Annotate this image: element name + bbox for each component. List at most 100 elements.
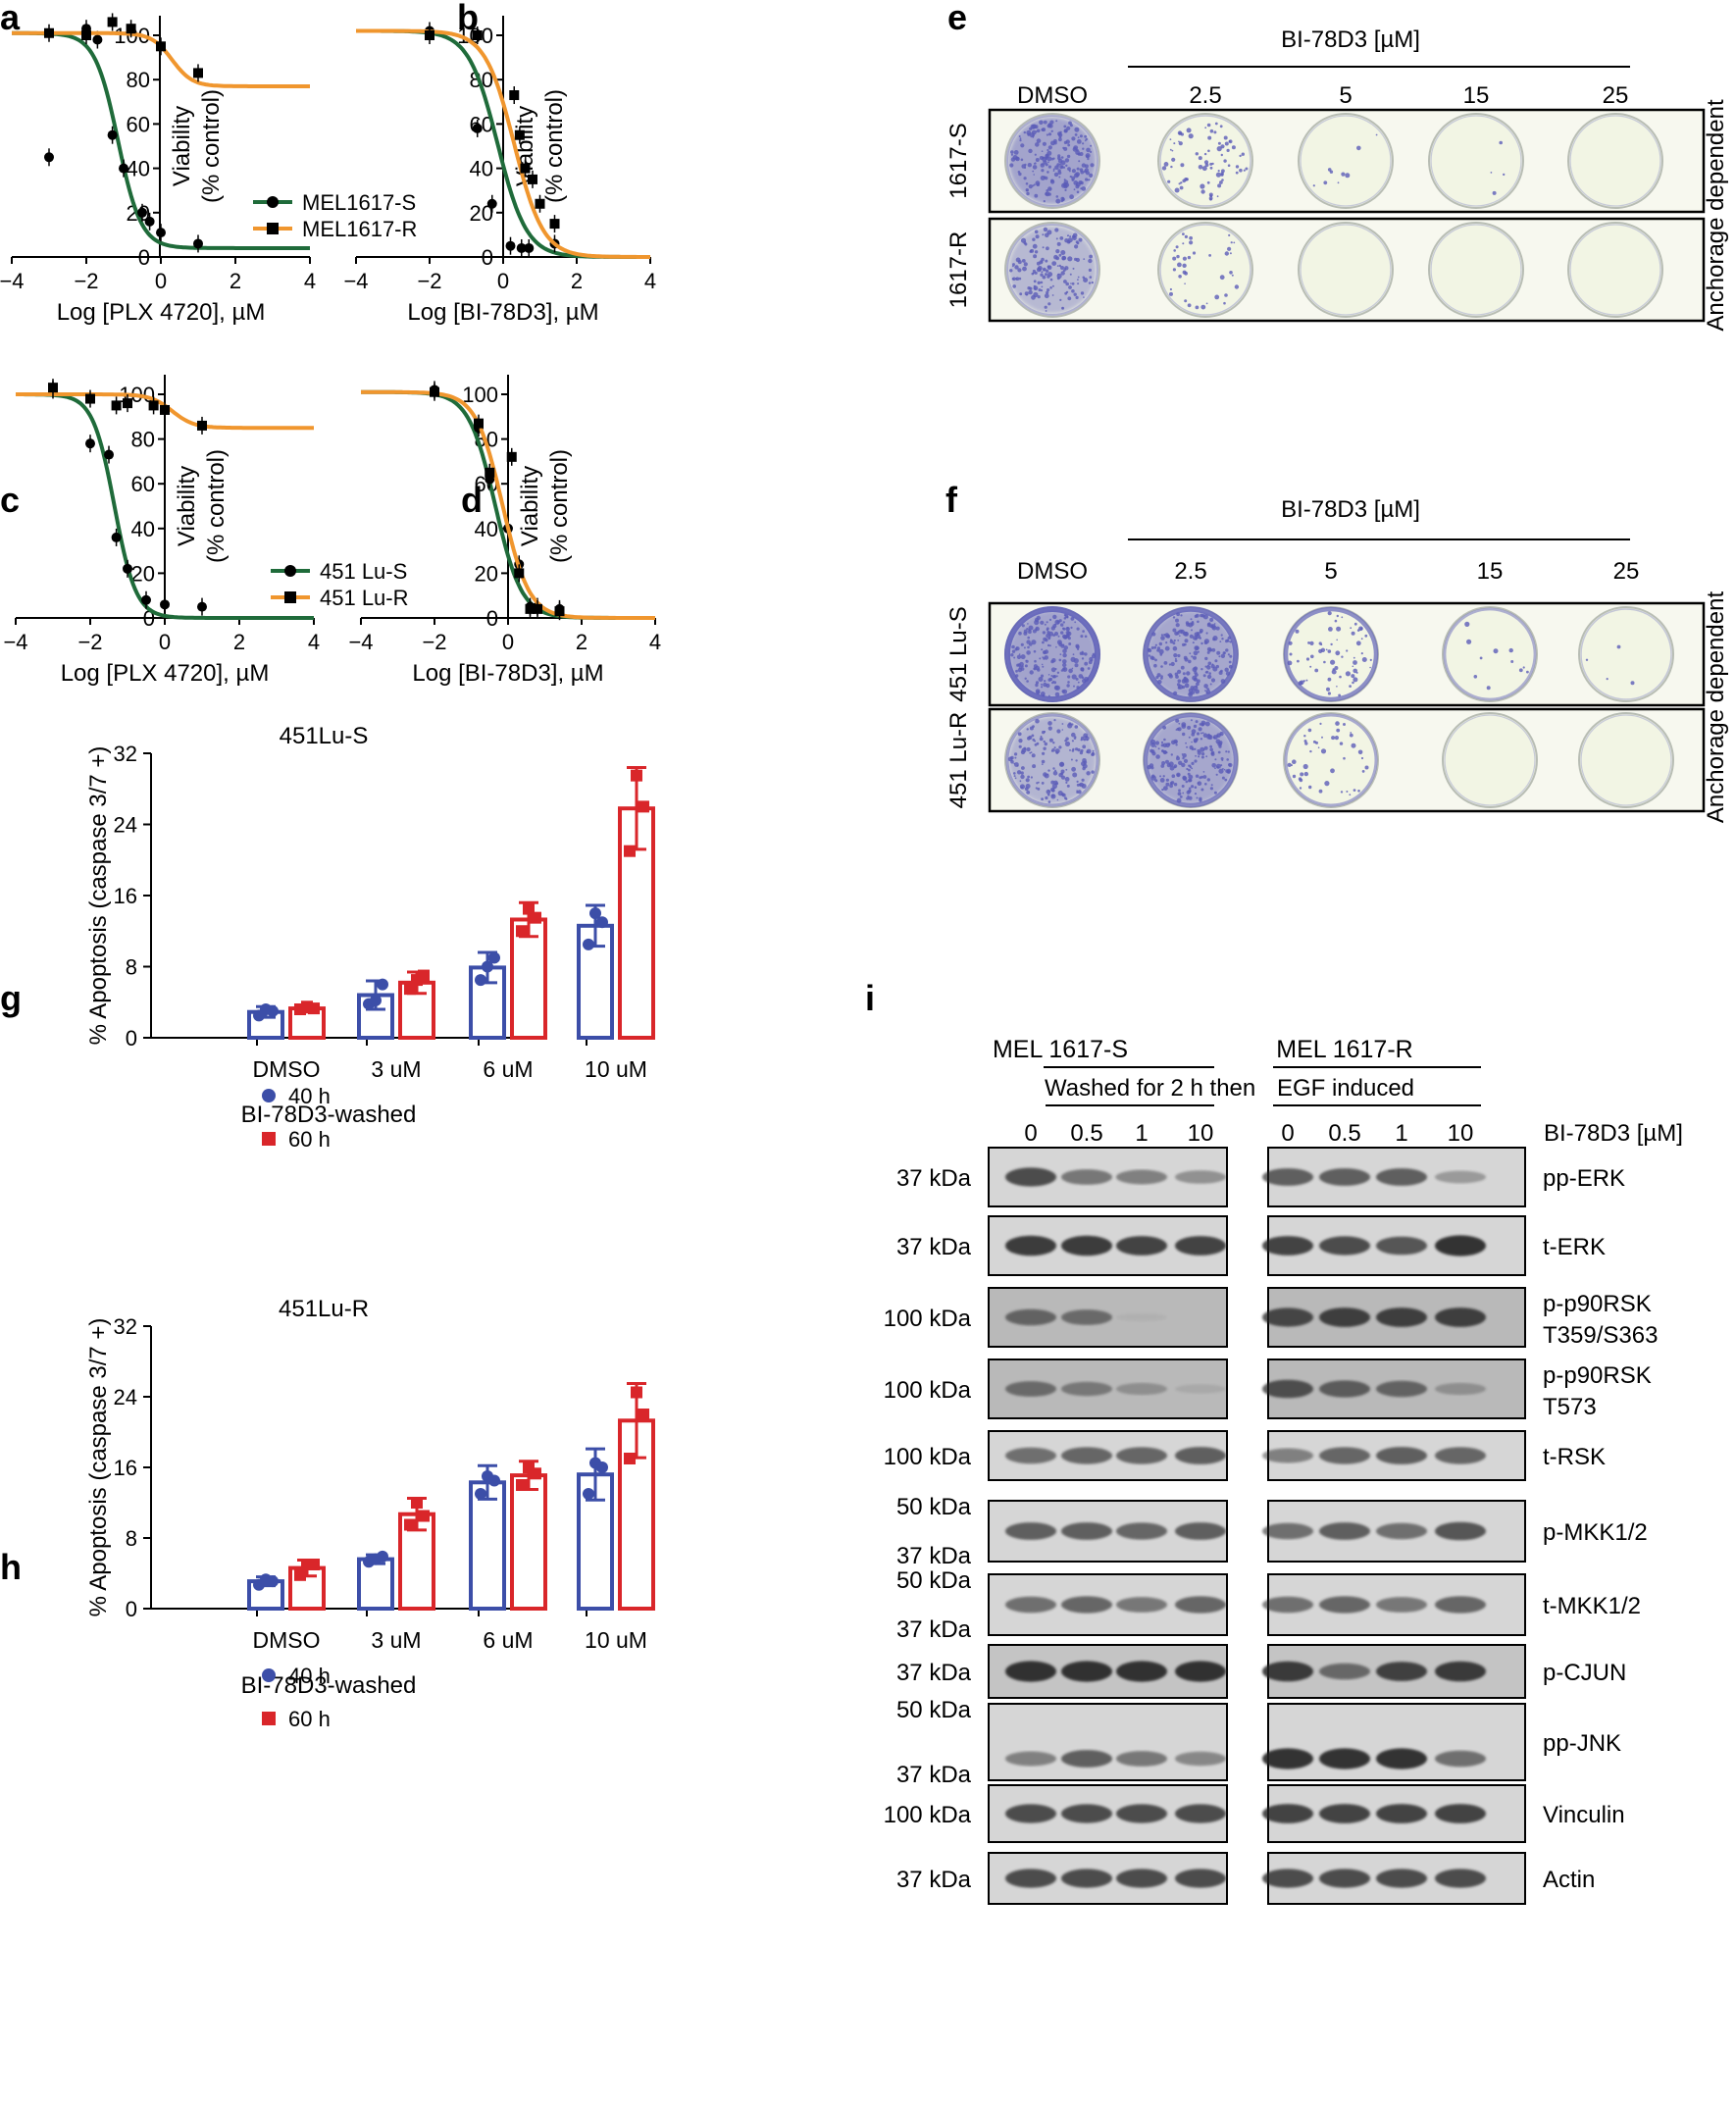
colony-dot — [1176, 254, 1180, 259]
colony-dot — [1081, 186, 1087, 191]
colony-dot — [1050, 140, 1055, 146]
colony-dot — [1058, 253, 1062, 257]
colony-dot — [1195, 774, 1200, 778]
colony-dot — [1168, 663, 1171, 666]
colony-dot — [1193, 655, 1197, 660]
colony-dot — [1185, 178, 1189, 181]
colony-dot — [1023, 629, 1028, 634]
colony-dot — [1061, 793, 1065, 796]
category-label: 10 uM — [585, 1627, 647, 1653]
dose-label: 0 — [1024, 1120, 1037, 1147]
colony-dot — [1033, 254, 1038, 259]
colony-dot — [1035, 689, 1041, 694]
data-point — [530, 1467, 541, 1480]
colony-dot — [1044, 680, 1047, 683]
blot-name: Vinculin — [1543, 1802, 1625, 1828]
data-point — [509, 90, 520, 101]
blot-name: t-ERK — [1543, 1234, 1606, 1260]
colony-dot — [1043, 740, 1046, 743]
colony-dot — [1041, 663, 1044, 666]
colony-dot — [1479, 656, 1483, 660]
colony-dot — [1186, 745, 1189, 748]
colony-dot — [1084, 134, 1087, 138]
panel-letter-h: h — [0, 1547, 22, 1587]
data-point — [92, 34, 103, 45]
y-axis-label: Viability — [517, 466, 543, 546]
colony-dot — [1068, 170, 1071, 173]
blot-band — [1175, 1804, 1226, 1823]
colony-dot — [1183, 631, 1188, 637]
colony-dot — [1038, 781, 1040, 784]
blot-band — [1319, 1522, 1370, 1540]
colony-dot — [1160, 677, 1163, 680]
colony-dot — [1369, 666, 1371, 669]
x-tick-label: 0 — [502, 630, 514, 654]
colony-dot — [1057, 273, 1059, 276]
colony-dot — [1202, 733, 1208, 738]
colony-dot — [1210, 678, 1216, 683]
colony-dot — [1192, 667, 1198, 673]
colony-dot — [1518, 668, 1523, 673]
colony-dot — [1035, 681, 1040, 685]
legend-label: 451 Lu-S — [320, 559, 407, 584]
colony-dot — [1018, 135, 1021, 137]
colony-dot — [1320, 748, 1327, 754]
colony-dot — [1056, 798, 1059, 801]
well-rim — [1443, 607, 1537, 701]
colony-dot — [1063, 140, 1067, 144]
y-axis-label: (% control) — [546, 449, 573, 563]
colony-dot — [1213, 130, 1217, 134]
data-point — [404, 1518, 416, 1531]
colony-dot — [1205, 670, 1209, 674]
colony-dot — [1074, 621, 1077, 624]
y-tick-label: 80 — [131, 428, 155, 452]
colony-dot — [1159, 653, 1163, 656]
colony-dot — [1154, 741, 1160, 745]
x-tick-label: 0 — [497, 269, 509, 293]
colony-dot — [1065, 768, 1068, 771]
colony-dot — [1184, 299, 1188, 303]
colony-dot — [1343, 756, 1346, 760]
blot-band — [1061, 1661, 1112, 1682]
data-point — [377, 978, 388, 991]
colony-dot — [1160, 675, 1163, 678]
colony-dot — [1063, 613, 1067, 617]
colony-dot — [1172, 256, 1177, 261]
colony-dot — [1177, 792, 1182, 796]
colony-dot — [1182, 256, 1187, 261]
colony-dot — [1188, 774, 1194, 780]
data-point — [123, 563, 132, 574]
colony-dot — [1171, 157, 1176, 162]
data-point — [193, 68, 203, 78]
colony-dot — [1014, 265, 1019, 270]
colony-dot — [1325, 648, 1328, 651]
colony-dot — [1336, 626, 1342, 632]
colony-dot — [1188, 787, 1192, 791]
colony-dot — [1216, 766, 1219, 769]
colony-dot — [1228, 139, 1233, 144]
colony-dot — [1032, 272, 1035, 275]
colony-dot — [1055, 249, 1060, 254]
colony-dot — [1050, 780, 1055, 785]
colony-dot — [1026, 728, 1029, 731]
blot-band — [1376, 1804, 1427, 1823]
colony-dot — [1351, 631, 1355, 636]
colony-dot — [1058, 176, 1061, 179]
colony-dot — [1086, 147, 1091, 153]
colony-dot — [1314, 668, 1319, 673]
colony-dot — [1375, 133, 1378, 136]
colony-dot — [1215, 664, 1220, 669]
colony-dot — [1027, 775, 1030, 779]
colony-dot — [1077, 748, 1081, 752]
plate-column-label: 15 — [1477, 558, 1504, 585]
data-point — [596, 1461, 608, 1473]
blot-band — [1376, 1748, 1427, 1769]
y-tick-label: 40 — [470, 157, 493, 181]
mw-marker: 100 kDa — [884, 1802, 972, 1828]
category-label: 6 uM — [483, 1627, 533, 1653]
colony-dot — [1160, 665, 1163, 668]
y-tick-label: 24 — [114, 813, 137, 838]
data-point — [148, 400, 159, 411]
colony-dot — [1318, 641, 1322, 645]
colony-dot — [1207, 661, 1212, 666]
